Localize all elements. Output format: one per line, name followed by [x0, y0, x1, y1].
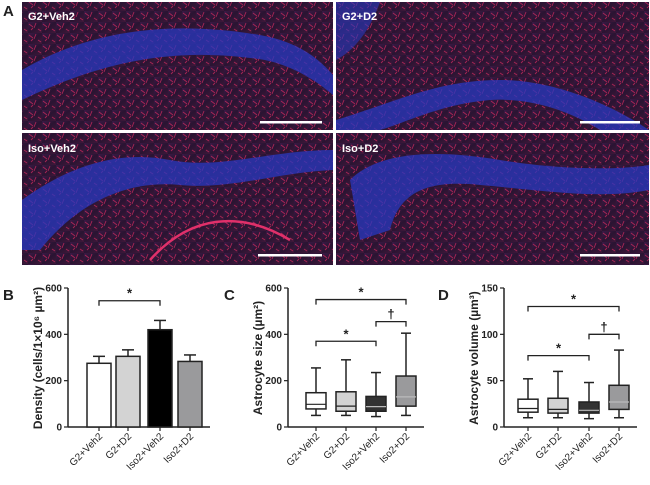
micrograph-g2-veh2: G2+Veh2	[22, 2, 333, 130]
micrograph-g2-d2: G2+D2	[336, 2, 649, 130]
significance-bracket	[375, 320, 407, 327]
image-label: Iso+Veh2	[28, 143, 76, 155]
box	[578, 401, 600, 414]
y-tick-label: 600	[45, 284, 62, 295]
box	[335, 391, 357, 412]
box	[365, 395, 387, 412]
x-tick-label: Iso2+D2	[378, 431, 413, 466]
box	[547, 397, 569, 414]
panel-label: C	[224, 287, 235, 304]
image-label: G2+D2	[342, 11, 377, 23]
bar	[177, 360, 203, 428]
scale-bar	[580, 254, 640, 257]
scale-bar	[580, 121, 640, 124]
x-tick-label: G2+Veh2	[285, 431, 323, 469]
y-tick-label: 0	[276, 423, 282, 434]
scale-bar	[258, 254, 322, 257]
box	[608, 384, 630, 411]
y-tick-label: 0	[492, 423, 498, 434]
y-axis-label: Astrocyte volume (µm³)	[467, 291, 481, 425]
image-label: G2+Veh2	[28, 11, 75, 23]
significance-bracket	[315, 298, 407, 305]
significance-bracket	[98, 300, 161, 306]
x-tick-label: G2+D2	[534, 431, 565, 462]
y-tick-label: 50	[487, 376, 499, 387]
y-tick-label: 100	[481, 330, 498, 341]
bar	[115, 355, 141, 428]
box	[517, 398, 539, 413]
significance-mark: †	[387, 307, 394, 322]
bar	[86, 362, 112, 428]
significance-bracket	[527, 305, 620, 312]
significance-mark: *	[358, 285, 364, 300]
scale-bar	[260, 121, 322, 124]
significance-mark: *	[556, 341, 562, 356]
y-axis-label: Density (cells/1×10⁶ µm²)	[31, 287, 45, 429]
y-tick-label: 400	[45, 330, 62, 341]
box	[305, 391, 327, 410]
x-tick-label: Iso2+D2	[591, 431, 626, 466]
box	[395, 375, 417, 407]
x-tick-label: G2+D2	[104, 431, 135, 462]
y-tick-label: 150	[481, 284, 498, 295]
image-label: Iso+D2	[342, 143, 378, 155]
x-tick-label: G2+Veh2	[68, 431, 106, 469]
significance-bracket	[588, 333, 620, 340]
significance-mark: *	[343, 326, 349, 341]
significance-mark: †	[600, 319, 607, 334]
y-axis-label: Astrocyte size (µm²)	[251, 301, 265, 415]
bar	[147, 328, 173, 428]
y-tick-label: 0	[56, 423, 62, 434]
x-tick-label: Iso2+D2	[162, 431, 197, 466]
significance-bracket	[315, 340, 377, 347]
significance-bracket	[527, 354, 590, 361]
significance-mark: *	[571, 292, 577, 307]
y-tick-label: 600	[265, 284, 282, 295]
panel-a-label: A	[3, 3, 14, 20]
panel-label: D	[438, 287, 449, 304]
x-tick-label: G2+Veh2	[497, 431, 535, 469]
y-tick-label: 400	[265, 330, 282, 341]
y-tick-label: 200	[45, 376, 62, 387]
y-tick-label: 200	[265, 376, 282, 387]
micrograph-iso-veh2: Iso+Veh2	[22, 133, 333, 265]
significance-mark: *	[127, 286, 133, 301]
panel-label: B	[3, 287, 14, 304]
micrograph-iso-d2: Iso+D2	[336, 133, 649, 265]
